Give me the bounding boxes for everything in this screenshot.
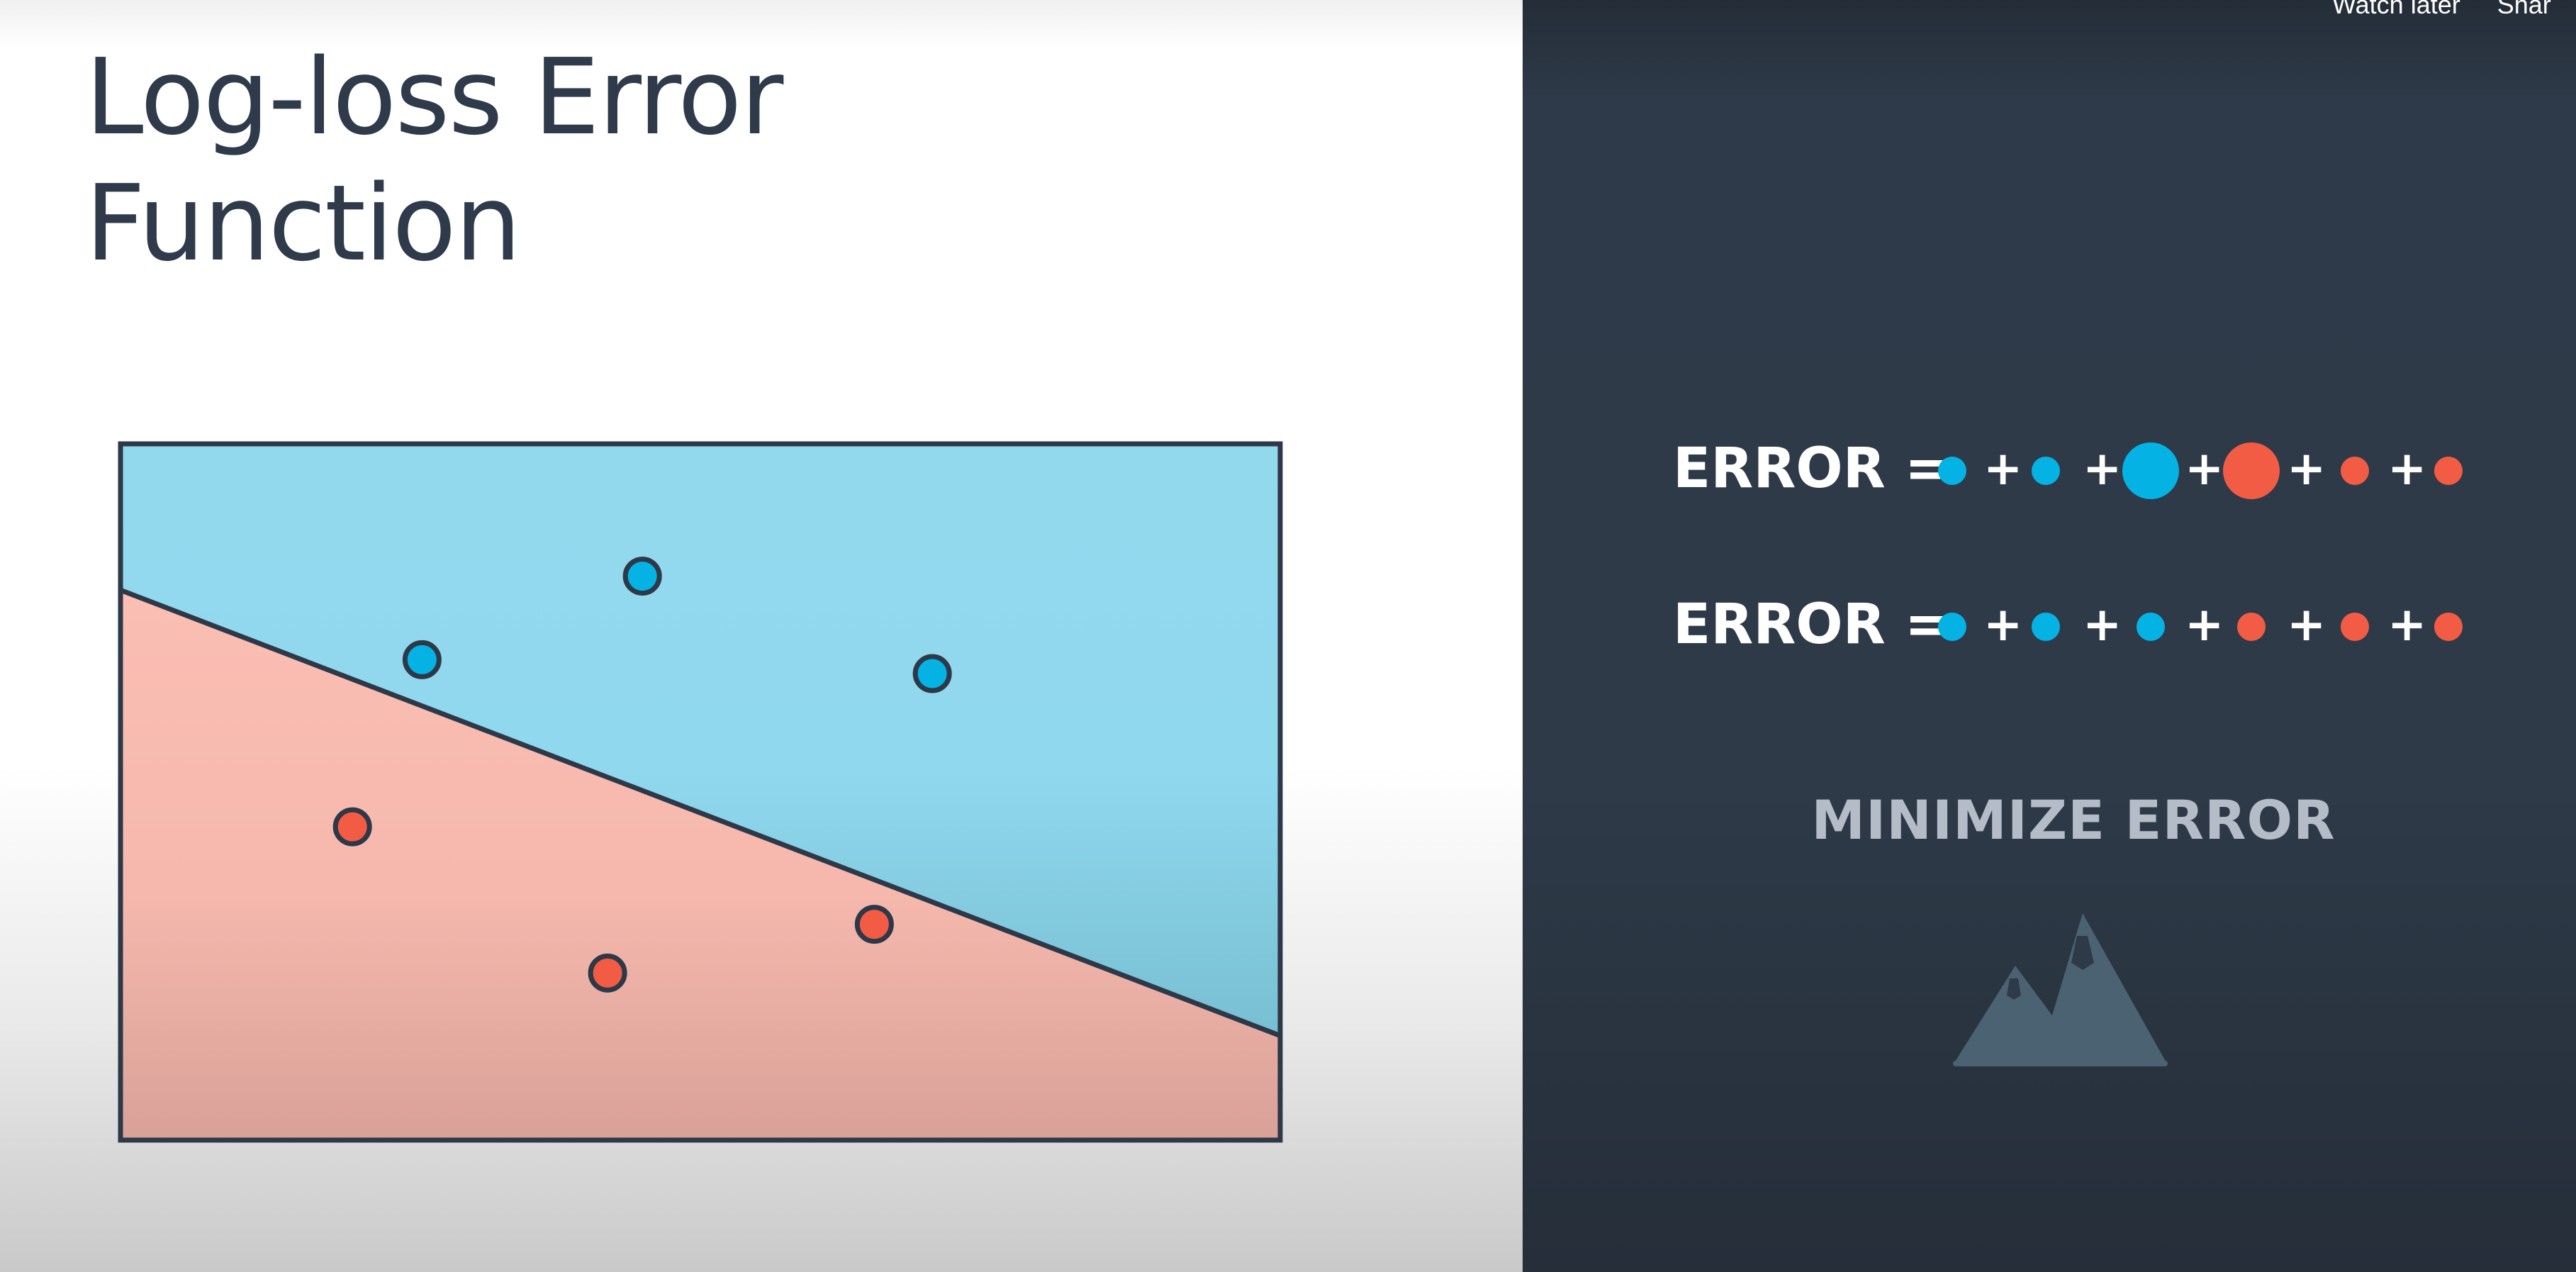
blue-data-point	[622, 557, 662, 596]
share-button[interactable]: Shar	[2497, 0, 2551, 19]
red-error-term-dot	[2434, 457, 2463, 485]
plus-sign: +	[2387, 441, 2427, 496]
red-error-term-dot	[2223, 442, 2280, 499]
blue-error-term-dot	[1938, 613, 1966, 641]
slide-title-line-2: Function	[85, 162, 522, 284]
error-equation-label: ERROR =	[1673, 593, 1951, 657]
plus-sign: +	[2287, 441, 2326, 496]
plus-sign: +	[2185, 441, 2224, 496]
blue-error-term-dot	[2032, 613, 2060, 641]
blue-error-term-dot	[2032, 457, 2060, 485]
blue-error-term-dot	[2137, 613, 2165, 641]
slide-title-line-1: Log-loss Error	[85, 36, 783, 158]
player-top-controls: Watch later Shar	[2332, 0, 2576, 19]
plus-sign: +	[2287, 597, 2326, 652]
classification-chart	[118, 441, 1283, 1143]
blue-error-term-dot	[2122, 442, 2179, 499]
red-data-point	[588, 953, 627, 993]
mountain-icon	[1953, 913, 2168, 1066]
blue-data-point	[402, 640, 442, 679]
blue-error-term-dot	[1938, 457, 1966, 485]
minimize-error-label: MINIMIZE ERROR	[1811, 788, 2336, 852]
red-error-term-dot	[2341, 613, 2369, 641]
chart-frame	[118, 441, 1283, 1143]
blue-region	[121, 444, 1280, 1036]
plus-sign: +	[2387, 597, 2427, 652]
red-error-term-dot	[2434, 613, 2463, 641]
red-data-point	[332, 807, 372, 847]
slide-title: Log-loss Error Function	[85, 34, 1219, 286]
red-error-term-dot	[2341, 457, 2369, 485]
watch-later-button[interactable]: Watch later	[2332, 0, 2460, 19]
plus-sign: +	[2083, 597, 2122, 652]
plus-sign: +	[2185, 597, 2224, 652]
plus-sign: +	[1983, 597, 2023, 652]
red-data-point	[854, 905, 894, 944]
chart-plot-area	[118, 441, 1283, 1143]
blue-data-point	[912, 654, 952, 693]
error-equation-label: ERROR =	[1673, 437, 1951, 501]
decision-boundary-line	[119, 587, 1282, 1038]
red-error-term-dot	[2237, 613, 2266, 641]
red-region	[121, 590, 1280, 1140]
plus-sign: +	[1983, 441, 2023, 496]
plus-sign: +	[2083, 441, 2122, 496]
